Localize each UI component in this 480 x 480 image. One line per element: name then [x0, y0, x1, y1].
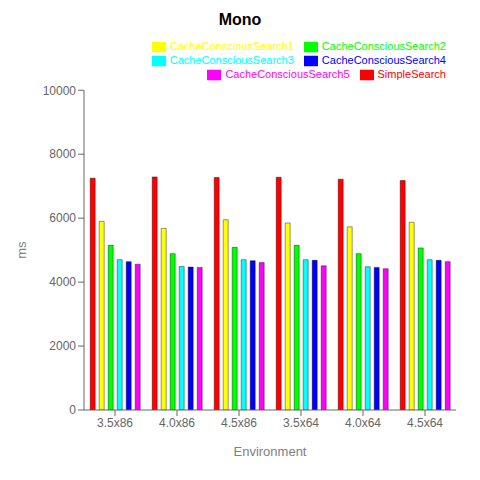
svg-text:4.5x86: 4.5x86	[221, 416, 257, 430]
html-text:CacheConsciousSearch1: CacheConsciousSearch1	[169, 40, 294, 52]
svg-text:4.0x86: 4.0x86	[159, 416, 195, 430]
svg-text:10000: 10000	[43, 84, 77, 98]
html-text:CacheConsciousSearch5: CacheConsciousSearch5	[225, 68, 350, 81]
html-text:SimpleSearch: SimpleSearch	[377, 68, 446, 81]
svg-text:3.5x64: 3.5x64	[283, 416, 319, 430]
svg-text:6000: 6000	[49, 211, 76, 225]
svg-text:3.5x86: 3.5x86	[97, 416, 133, 430]
svg-text:0: 0	[69, 403, 76, 417]
html-text:CacheConsciousSearch4: CacheConsciousSearch4	[321, 54, 446, 67]
svg-text:ms: ms	[14, 241, 29, 259]
svg-text:2000: 2000	[49, 339, 76, 353]
svg-text:4000: 4000	[49, 275, 76, 289]
svg-text:4.5x64: 4.5x64	[407, 416, 443, 430]
svg-text:4.0x64: 4.0x64	[345, 416, 381, 430]
svg-text:8000: 8000	[49, 147, 76, 161]
html-text:CacheConsciousSearch3: CacheConsciousSearch3	[169, 54, 294, 67]
html-text:Mono: Mono	[218, 11, 262, 28]
svg-text:Environment: Environment	[234, 444, 307, 459]
html-text:CacheConsciousSearch2: CacheConsciousSearch2	[321, 40, 446, 52]
